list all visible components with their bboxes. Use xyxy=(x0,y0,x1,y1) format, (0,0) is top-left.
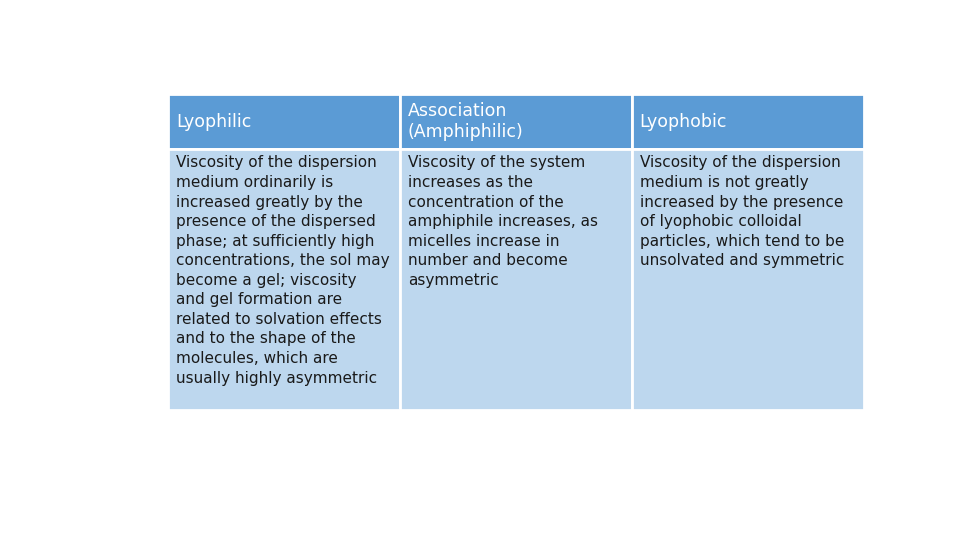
Bar xyxy=(168,149,400,410)
Bar xyxy=(632,94,864,149)
Text: Lyophobic: Lyophobic xyxy=(639,112,727,131)
Bar xyxy=(632,149,864,410)
Text: Viscosity of the dispersion
medium is not greatly
increased by the presence
of l: Viscosity of the dispersion medium is no… xyxy=(639,156,844,268)
Bar xyxy=(168,94,400,149)
Text: Lyophilic: Lyophilic xyxy=(176,112,252,131)
Text: Viscosity of the dispersion
medium ordinarily is
increased greatly by the
presen: Viscosity of the dispersion medium ordin… xyxy=(176,156,390,386)
Text: Viscosity of the system
increases as the
concentration of the
amphiphile increas: Viscosity of the system increases as the… xyxy=(408,156,598,288)
Text: Association
(Amphiphilic): Association (Amphiphilic) xyxy=(408,102,523,141)
Bar xyxy=(400,94,632,149)
Bar xyxy=(400,149,632,410)
